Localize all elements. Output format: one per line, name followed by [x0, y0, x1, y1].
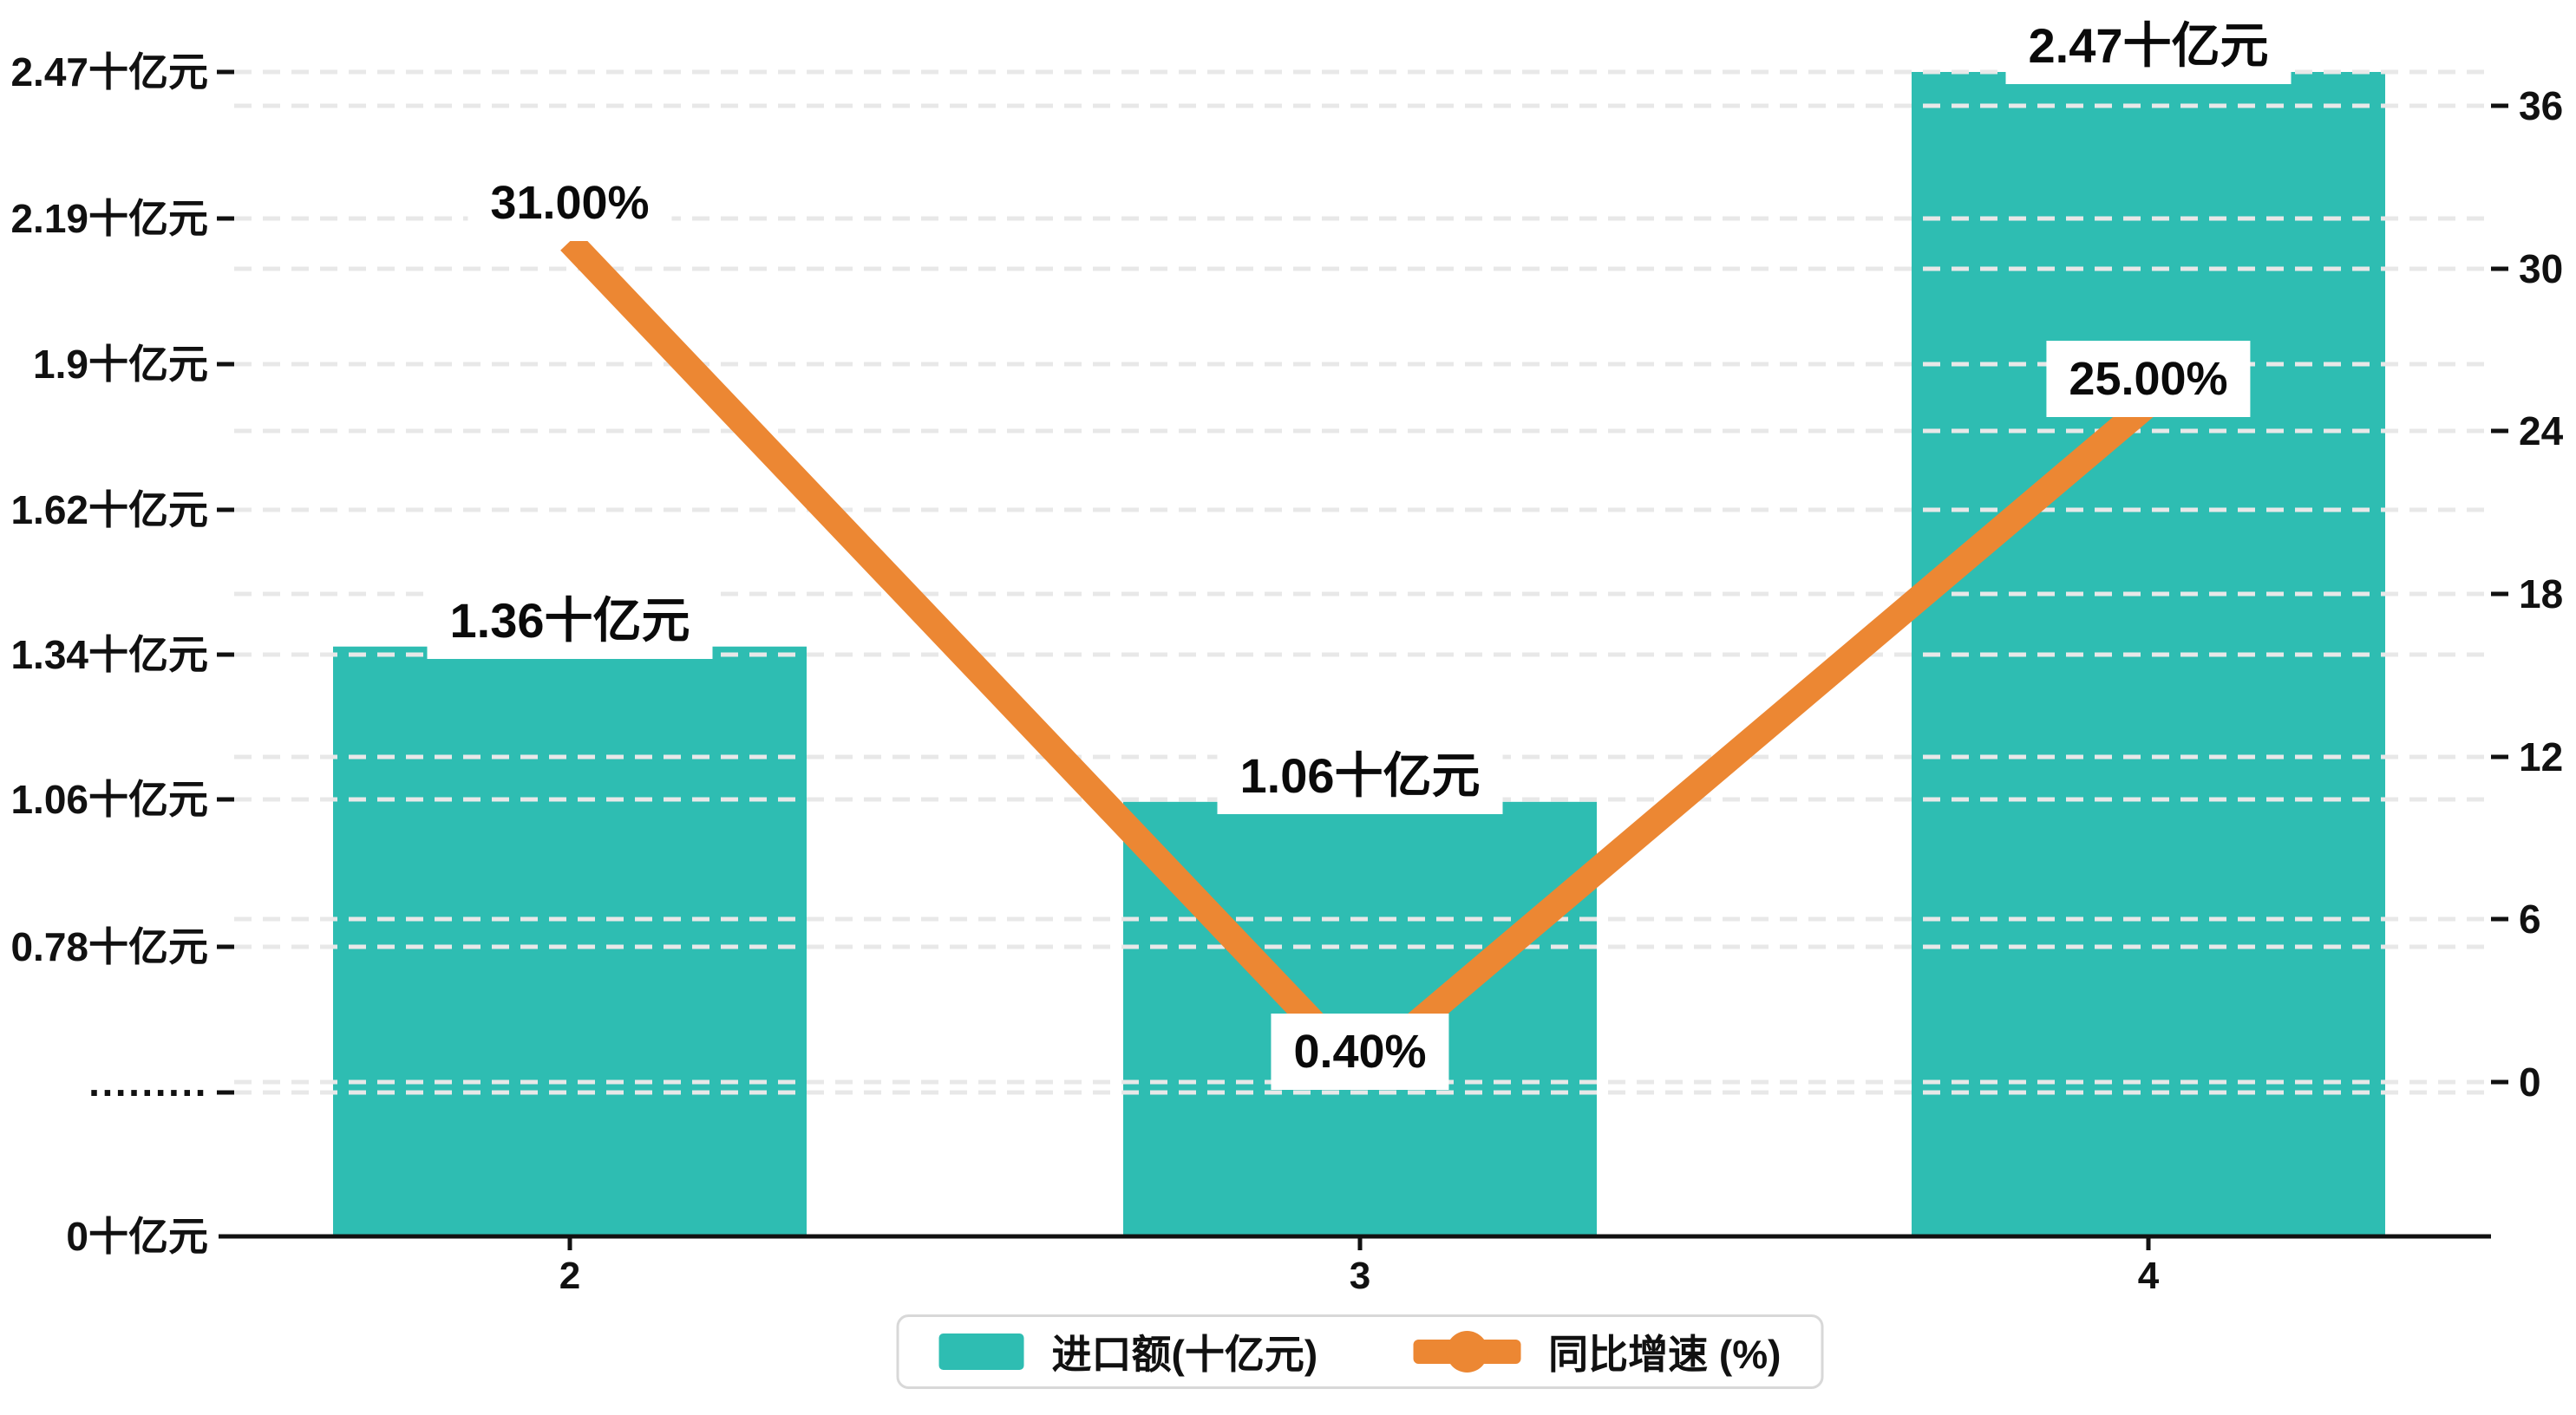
y-axis-label-left: 2.19十亿元 [10, 196, 208, 241]
y-axis-label-right: 24 [2519, 408, 2564, 453]
y-axis-label-left: 1.34十亿元 [10, 632, 208, 677]
bar-value-label: 2.47十亿元 [2005, 8, 2292, 84]
legend-label-import-value: 进口额(十亿元) [1051, 1332, 1318, 1377]
line-value-label: 0.40% [1271, 1014, 1449, 1091]
y-axis-label-left: 2.47十亿元 [10, 49, 208, 95]
x-axis-label: 3 [1349, 1255, 1371, 1297]
bar-value-label: 1.36十亿元 [427, 582, 713, 659]
y-axis-label-right: 36 [2519, 83, 2564, 128]
line-value-label: 31.00% [467, 165, 672, 242]
y-axis-label-right: 0 [2519, 1060, 2541, 1105]
y-axis-label-left: 1.9十亿元 [33, 342, 208, 387]
legend: 进口额(十亿元) 同比增速 (%) [896, 1314, 1824, 1389]
bar-x2 [333, 646, 807, 1236]
bar-value-label: 1.06十亿元 [1217, 737, 1503, 814]
line-value-label: 25.00% [2046, 341, 2251, 418]
x-axis-label: 2 [559, 1255, 581, 1297]
y-axis-label-right: 30 [2519, 246, 2564, 291]
legend-label-growth-rate: 同比增速 (%) [1548, 1332, 1782, 1377]
y-axis-label-left: 0.78十亿元 [10, 924, 208, 969]
y-axis-label-right: 6 [2519, 897, 2541, 942]
y-axis-label-left: ········· [88, 1070, 208, 1115]
legend-item-import-value[interactable]: 进口额(十亿元) [938, 1323, 1318, 1380]
y-axis-label-left: 0十亿元 [66, 1214, 208, 1259]
y-axis-label-left: 1.62十亿元 [10, 487, 208, 532]
bar-series-swatch-icon [938, 1333, 1024, 1370]
x-axis-label: 4 [2137, 1255, 2160, 1297]
y-axis-label-right: 12 [2519, 734, 2564, 779]
line-series-marker-icon [1413, 1331, 1521, 1373]
legend-item-growth-rate[interactable]: 同比增速 (%) [1413, 1323, 1781, 1380]
y-axis-label-left: 1.06十亿元 [10, 777, 208, 822]
y-axis-label-right: 18 [2519, 571, 2564, 616]
